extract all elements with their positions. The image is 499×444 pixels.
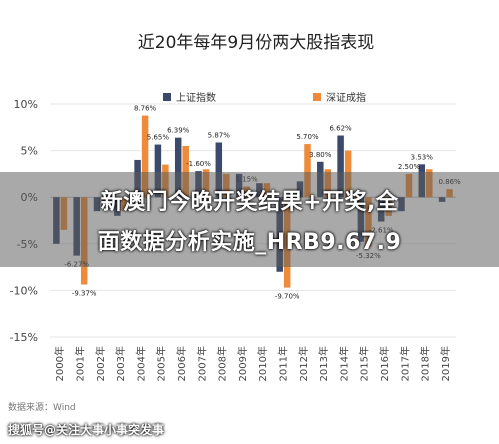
x-tick-label: 2014年 bbox=[337, 346, 350, 381]
x-tick-label: 2011年 bbox=[276, 346, 289, 381]
data-label: 2.50% bbox=[398, 163, 421, 171]
data-label: -9.37% bbox=[72, 290, 97, 298]
chart-title: 近20年每年9月份两大股指表现 bbox=[138, 33, 374, 53]
data-label: -1.60% bbox=[186, 160, 211, 168]
x-axis: 2000年 2001年 2002年 2003年 2004年 2005年 2006年 2007年… bbox=[53, 346, 452, 381]
legend-swatch bbox=[313, 93, 321, 101]
y-tick-label: -10% bbox=[10, 284, 38, 297]
legend-label: 深证成指 bbox=[326, 91, 366, 104]
x-tick-label: 2016年 bbox=[378, 346, 391, 381]
data-label: 5.65% bbox=[147, 134, 170, 142]
x-tick-label: 2018年 bbox=[419, 346, 432, 381]
x-tick-label: 2017年 bbox=[398, 346, 411, 381]
legend-swatch bbox=[163, 93, 171, 101]
overlay-banner bbox=[0, 172, 499, 267]
bar-shanghai bbox=[154, 144, 162, 198]
x-tick-label: 2000年 bbox=[53, 346, 66, 381]
x-tick-label: 2001年 bbox=[73, 346, 86, 381]
x-tick-label: 2010年 bbox=[256, 346, 269, 381]
data-label: 6.39% bbox=[167, 127, 190, 135]
data-label: 3.80% bbox=[309, 151, 332, 159]
x-tick-label: 2013年 bbox=[317, 346, 330, 381]
legend-label: 上证指数 bbox=[176, 91, 216, 104]
bar-shenzhen bbox=[304, 144, 311, 198]
data-label: 3.53% bbox=[411, 153, 434, 161]
y-tick-label: 5% bbox=[21, 145, 38, 158]
x-tick-label: 2012年 bbox=[297, 346, 310, 381]
x-tick-label: 2009年 bbox=[236, 346, 249, 381]
y-tick-label: 10% bbox=[14, 98, 38, 111]
x-tick-label: 2006年 bbox=[175, 346, 188, 381]
data-label: 8.76% bbox=[134, 105, 157, 113]
overlay-headline-line2: 面数据分析实施_HRB9.67.9 bbox=[97, 230, 402, 255]
overlay-headline-line1: 新澳门今晚开奖结果+开奖,全 bbox=[100, 190, 399, 215]
x-tick-label: 2003年 bbox=[114, 346, 127, 381]
bar-shenzhen bbox=[141, 115, 149, 198]
bar-shanghai bbox=[215, 142, 223, 198]
x-tick-label: 2008年 bbox=[216, 346, 229, 381]
data-label: 6.62% bbox=[329, 125, 352, 133]
x-tick-label: 2005年 bbox=[155, 346, 168, 381]
x-tick-label: 2015年 bbox=[358, 346, 371, 381]
x-tick-label: 2007年 bbox=[195, 346, 208, 381]
x-tick-label: 2004年 bbox=[134, 346, 147, 381]
watermark: 搜狐号@关注大事小事突发事 bbox=[8, 423, 165, 437]
x-tick-label: 2019年 bbox=[439, 346, 452, 381]
bar-shanghai bbox=[337, 135, 344, 198]
data-label: 5.87% bbox=[208, 131, 231, 139]
y-tick-label: -15% bbox=[10, 331, 38, 344]
data-label: -9.70% bbox=[275, 293, 300, 301]
bar-shenzhen bbox=[182, 145, 189, 198]
data-label: 5.70% bbox=[296, 133, 319, 141]
data-source-note: 数据来源：Wind bbox=[8, 403, 76, 413]
chart-legend: 上证指数 深证成指 bbox=[163, 91, 366, 104]
x-tick-label: 2002年 bbox=[94, 346, 107, 381]
bar-shanghai bbox=[174, 137, 182, 198]
